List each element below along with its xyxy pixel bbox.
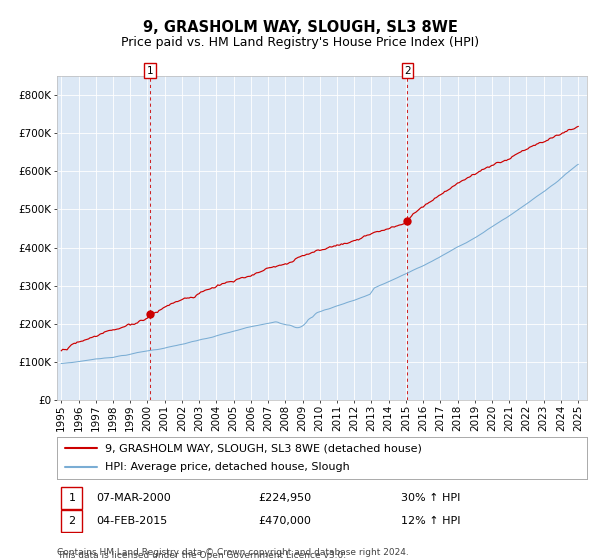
Text: 12% ↑ HPI: 12% ↑ HPI xyxy=(401,516,461,526)
Text: 1: 1 xyxy=(68,493,76,503)
Text: 04-FEB-2015: 04-FEB-2015 xyxy=(97,516,168,526)
Text: Price paid vs. HM Land Registry's House Price Index (HPI): Price paid vs. HM Land Registry's House … xyxy=(121,36,479,49)
Text: 07-MAR-2000: 07-MAR-2000 xyxy=(97,493,172,503)
Text: 30% ↑ HPI: 30% ↑ HPI xyxy=(401,493,461,503)
Bar xyxy=(61,487,82,508)
Text: 9, GRASHOLM WAY, SLOUGH, SL3 8WE: 9, GRASHOLM WAY, SLOUGH, SL3 8WE xyxy=(143,20,457,35)
Text: 2: 2 xyxy=(404,66,411,76)
Text: £224,950: £224,950 xyxy=(259,493,311,503)
Text: £470,000: £470,000 xyxy=(259,516,311,526)
Text: 9, GRASHOLM WAY, SLOUGH, SL3 8WE (detached house): 9, GRASHOLM WAY, SLOUGH, SL3 8WE (detach… xyxy=(104,443,422,453)
Text: This data is licensed under the Open Government Licence v3.0.: This data is licensed under the Open Gov… xyxy=(57,551,346,560)
Text: HPI: Average price, detached house, Slough: HPI: Average price, detached house, Slou… xyxy=(104,463,349,473)
Bar xyxy=(61,510,82,531)
Text: 2: 2 xyxy=(68,516,76,526)
Text: 1: 1 xyxy=(147,66,154,76)
Text: Contains HM Land Registry data © Crown copyright and database right 2024.: Contains HM Land Registry data © Crown c… xyxy=(57,548,409,557)
